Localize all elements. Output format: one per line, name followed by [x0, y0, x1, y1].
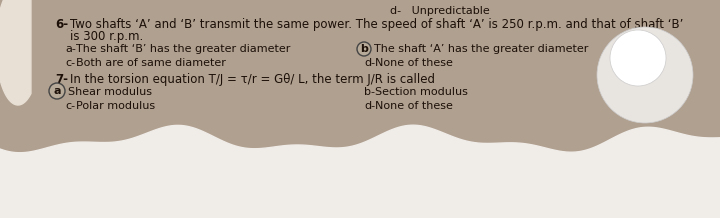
Polygon shape: [0, 0, 31, 105]
Text: d-   Unpredictable: d- Unpredictable: [390, 6, 490, 16]
Text: c-: c-: [65, 101, 75, 111]
Text: Shear modulus: Shear modulus: [68, 87, 152, 97]
Text: d-: d-: [364, 101, 375, 111]
Text: d-: d-: [364, 58, 375, 68]
Circle shape: [610, 30, 666, 86]
Circle shape: [597, 27, 693, 123]
Text: c-: c-: [65, 58, 75, 68]
Text: Polar modulus: Polar modulus: [76, 101, 155, 111]
Circle shape: [357, 42, 371, 56]
Text: Two shafts ‘A’ and ‘B’ transmit the same power. The speed of shaft ‘A’ is 250 r.: Two shafts ‘A’ and ‘B’ transmit the same…: [70, 18, 683, 31]
Text: b-: b-: [364, 87, 375, 97]
Text: None of these: None of these: [375, 58, 453, 68]
Text: 6-: 6-: [55, 18, 68, 31]
Text: a: a: [53, 86, 60, 96]
Text: Both are of same diameter: Both are of same diameter: [76, 58, 226, 68]
Text: In the torsion equation T/J = τ/r = Gθ/ L, the term J/R is called: In the torsion equation T/J = τ/r = Gθ/ …: [70, 73, 435, 86]
Text: b: b: [360, 44, 368, 54]
Text: a-: a-: [65, 44, 76, 54]
Text: Section modulus: Section modulus: [375, 87, 468, 97]
Text: 7-: 7-: [55, 73, 68, 86]
Circle shape: [49, 83, 65, 99]
Text: The shaft ‘A’ has the greater diameter: The shaft ‘A’ has the greater diameter: [374, 44, 588, 54]
Text: is 300 r.p.m.: is 300 r.p.m.: [70, 30, 143, 43]
Text: The shaft ‘B’ has the greater diameter: The shaft ‘B’ has the greater diameter: [76, 44, 290, 54]
Text: None of these: None of these: [375, 101, 453, 111]
